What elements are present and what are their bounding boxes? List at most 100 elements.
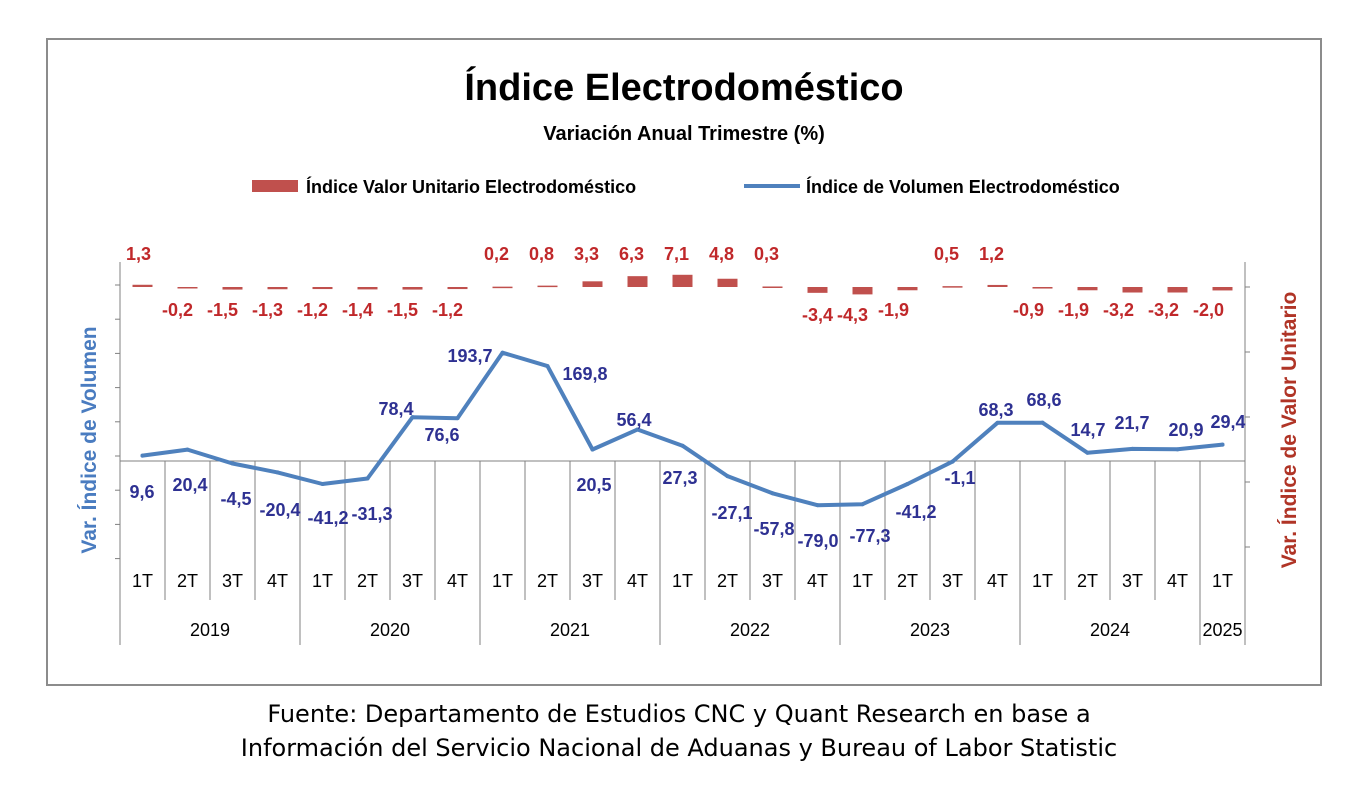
chart: Índice Electrodoméstico Variación Anual T… <box>78 65 1301 645</box>
bar-valor-unitario <box>1212 287 1233 291</box>
chart-subtitle: Variación Anual Trimestre (%) <box>543 123 825 145</box>
x-tick-label: 3T <box>942 571 963 591</box>
line-data-label: 20,9 <box>1168 420 1203 440</box>
line-point-volumen <box>1085 450 1090 455</box>
bar-data-label: 7,1 <box>664 244 689 264</box>
x-tick-label: 3T <box>762 571 783 591</box>
bar-valor-unitario <box>177 287 198 289</box>
line-point-volumen <box>545 364 550 369</box>
bar-valor-unitario <box>852 287 873 295</box>
line-point-volumen <box>275 470 280 475</box>
line-point-volumen <box>185 447 190 452</box>
bar-valor-unitario <box>312 287 333 290</box>
line-point-volumen <box>725 474 730 479</box>
bar-data-label: -1,4 <box>342 300 373 320</box>
left-axis-title: Var. Índice de Volumen <box>78 326 101 553</box>
bar-data-label: 0,8 <box>529 244 554 264</box>
bar-data-label: 0,2 <box>484 244 509 264</box>
bar-valor-unitario <box>942 286 963 288</box>
bar-data-label: -3,2 <box>1103 300 1134 320</box>
year-label: 2021 <box>550 620 590 640</box>
line-data-label: 56,4 <box>616 410 651 430</box>
x-tick-label: 4T <box>627 571 648 591</box>
line-data-label: 20,5 <box>576 475 611 495</box>
x-tick-label: 3T <box>582 571 603 591</box>
line-point-volumen <box>140 453 145 458</box>
line-point-volumen <box>1040 420 1045 425</box>
bar-data-label: 1,2 <box>979 244 1004 264</box>
legend-label-valor-unitario: Índice Valor Unitario Electrodoméstico <box>306 176 636 197</box>
line-point-volumen <box>995 420 1000 425</box>
x-tick-label: 1T <box>132 571 153 591</box>
x-tick-label: 4T <box>267 571 288 591</box>
source-line-1: Fuente: Departamento de Estudios CNC y Q… <box>267 700 1091 728</box>
line-data-label: 78,4 <box>378 399 413 419</box>
line-data-label: 14,7 <box>1070 420 1105 440</box>
bar-data-label: 6,3 <box>619 244 644 264</box>
x-tick-label: 4T <box>807 571 828 591</box>
x-tick-label: 1T <box>492 571 513 591</box>
bar-data-label: -3,2 <box>1148 300 1179 320</box>
bar-data-label: -1,5 <box>387 300 418 320</box>
line-data-label: 68,3 <box>978 400 1013 420</box>
line-data-label: -41,2 <box>307 508 348 528</box>
x-tick-label: 1T <box>852 571 873 591</box>
bar-data-label: -1,9 <box>1058 300 1089 320</box>
right-axis-title: Var. Índice de Valor Unitario <box>1278 292 1301 569</box>
line-data-label: -57,8 <box>753 519 794 539</box>
bar-valor-unitario <box>672 274 693 287</box>
bar-data-label: -1,2 <box>432 300 463 320</box>
x-tick-label: 2T <box>537 571 558 591</box>
x-tick-label: 4T <box>1167 571 1188 591</box>
x-tick-label: 3T <box>402 571 423 591</box>
line-data-label: 76,6 <box>424 425 459 445</box>
legend-label-volumen: Índice de Volumen Electrodoméstico <box>806 176 1120 197</box>
legend-swatch-valor-unitario <box>252 180 298 192</box>
bar-valor-unitario <box>717 278 738 287</box>
line-data-label: 169,8 <box>562 364 607 384</box>
line-data-label: 27,3 <box>662 468 697 488</box>
bar-data-label: -3,4 <box>802 305 833 325</box>
bar-valor-unitario <box>1077 287 1098 291</box>
line-point-volumen <box>410 415 415 420</box>
chart-frame <box>46 38 1322 686</box>
x-tick-label: 2T <box>177 571 198 591</box>
bar-valor-unitario <box>1032 287 1053 289</box>
x-tick-label: 4T <box>987 571 1008 591</box>
line-point-volumen <box>905 482 910 487</box>
x-tick-label: 2T <box>357 571 378 591</box>
year-label: 2022 <box>730 620 770 640</box>
year-label: 2019 <box>190 620 230 640</box>
bar-data-label: -4,3 <box>837 305 868 325</box>
line-data-label: -79,0 <box>797 531 838 551</box>
x-tick-label: 3T <box>222 571 243 591</box>
bar-valor-unitario <box>222 287 243 290</box>
bar-valor-unitario <box>402 287 423 290</box>
line-point-volumen <box>635 427 640 432</box>
bar-data-label: -1,5 <box>207 300 238 320</box>
x-tick-label: 2T <box>717 571 738 591</box>
year-label: 2023 <box>910 620 950 640</box>
bar-data-label: -0,2 <box>162 300 193 320</box>
line-data-label: -27,1 <box>711 503 752 523</box>
year-label: 2020 <box>370 620 410 640</box>
line-data-label: -41,2 <box>895 502 936 522</box>
bar-data-label: -1,2 <box>297 300 328 320</box>
line-data-label: -31,3 <box>351 504 392 524</box>
line-data-label: 68,6 <box>1026 390 1061 410</box>
line-data-label: -20,4 <box>259 500 300 520</box>
line-point-volumen <box>1220 442 1225 447</box>
bar-valor-unitario <box>807 287 828 293</box>
line-point-volumen <box>680 443 685 448</box>
bar-data-label: -2,0 <box>1193 300 1224 320</box>
bar-valor-unitario <box>897 287 918 291</box>
line-point-volumen <box>1130 446 1135 451</box>
chart-title: Índice Electrodoméstico <box>464 65 903 109</box>
x-tick-label: 2T <box>897 571 918 591</box>
line-data-label: 29,4 <box>1210 412 1245 432</box>
bar-valor-unitario <box>1122 287 1143 293</box>
bar-valor-unitario <box>447 287 468 290</box>
line-point-volumen <box>770 491 775 496</box>
line-point-volumen <box>860 502 865 507</box>
x-tick-label: 1T <box>1032 571 1053 591</box>
